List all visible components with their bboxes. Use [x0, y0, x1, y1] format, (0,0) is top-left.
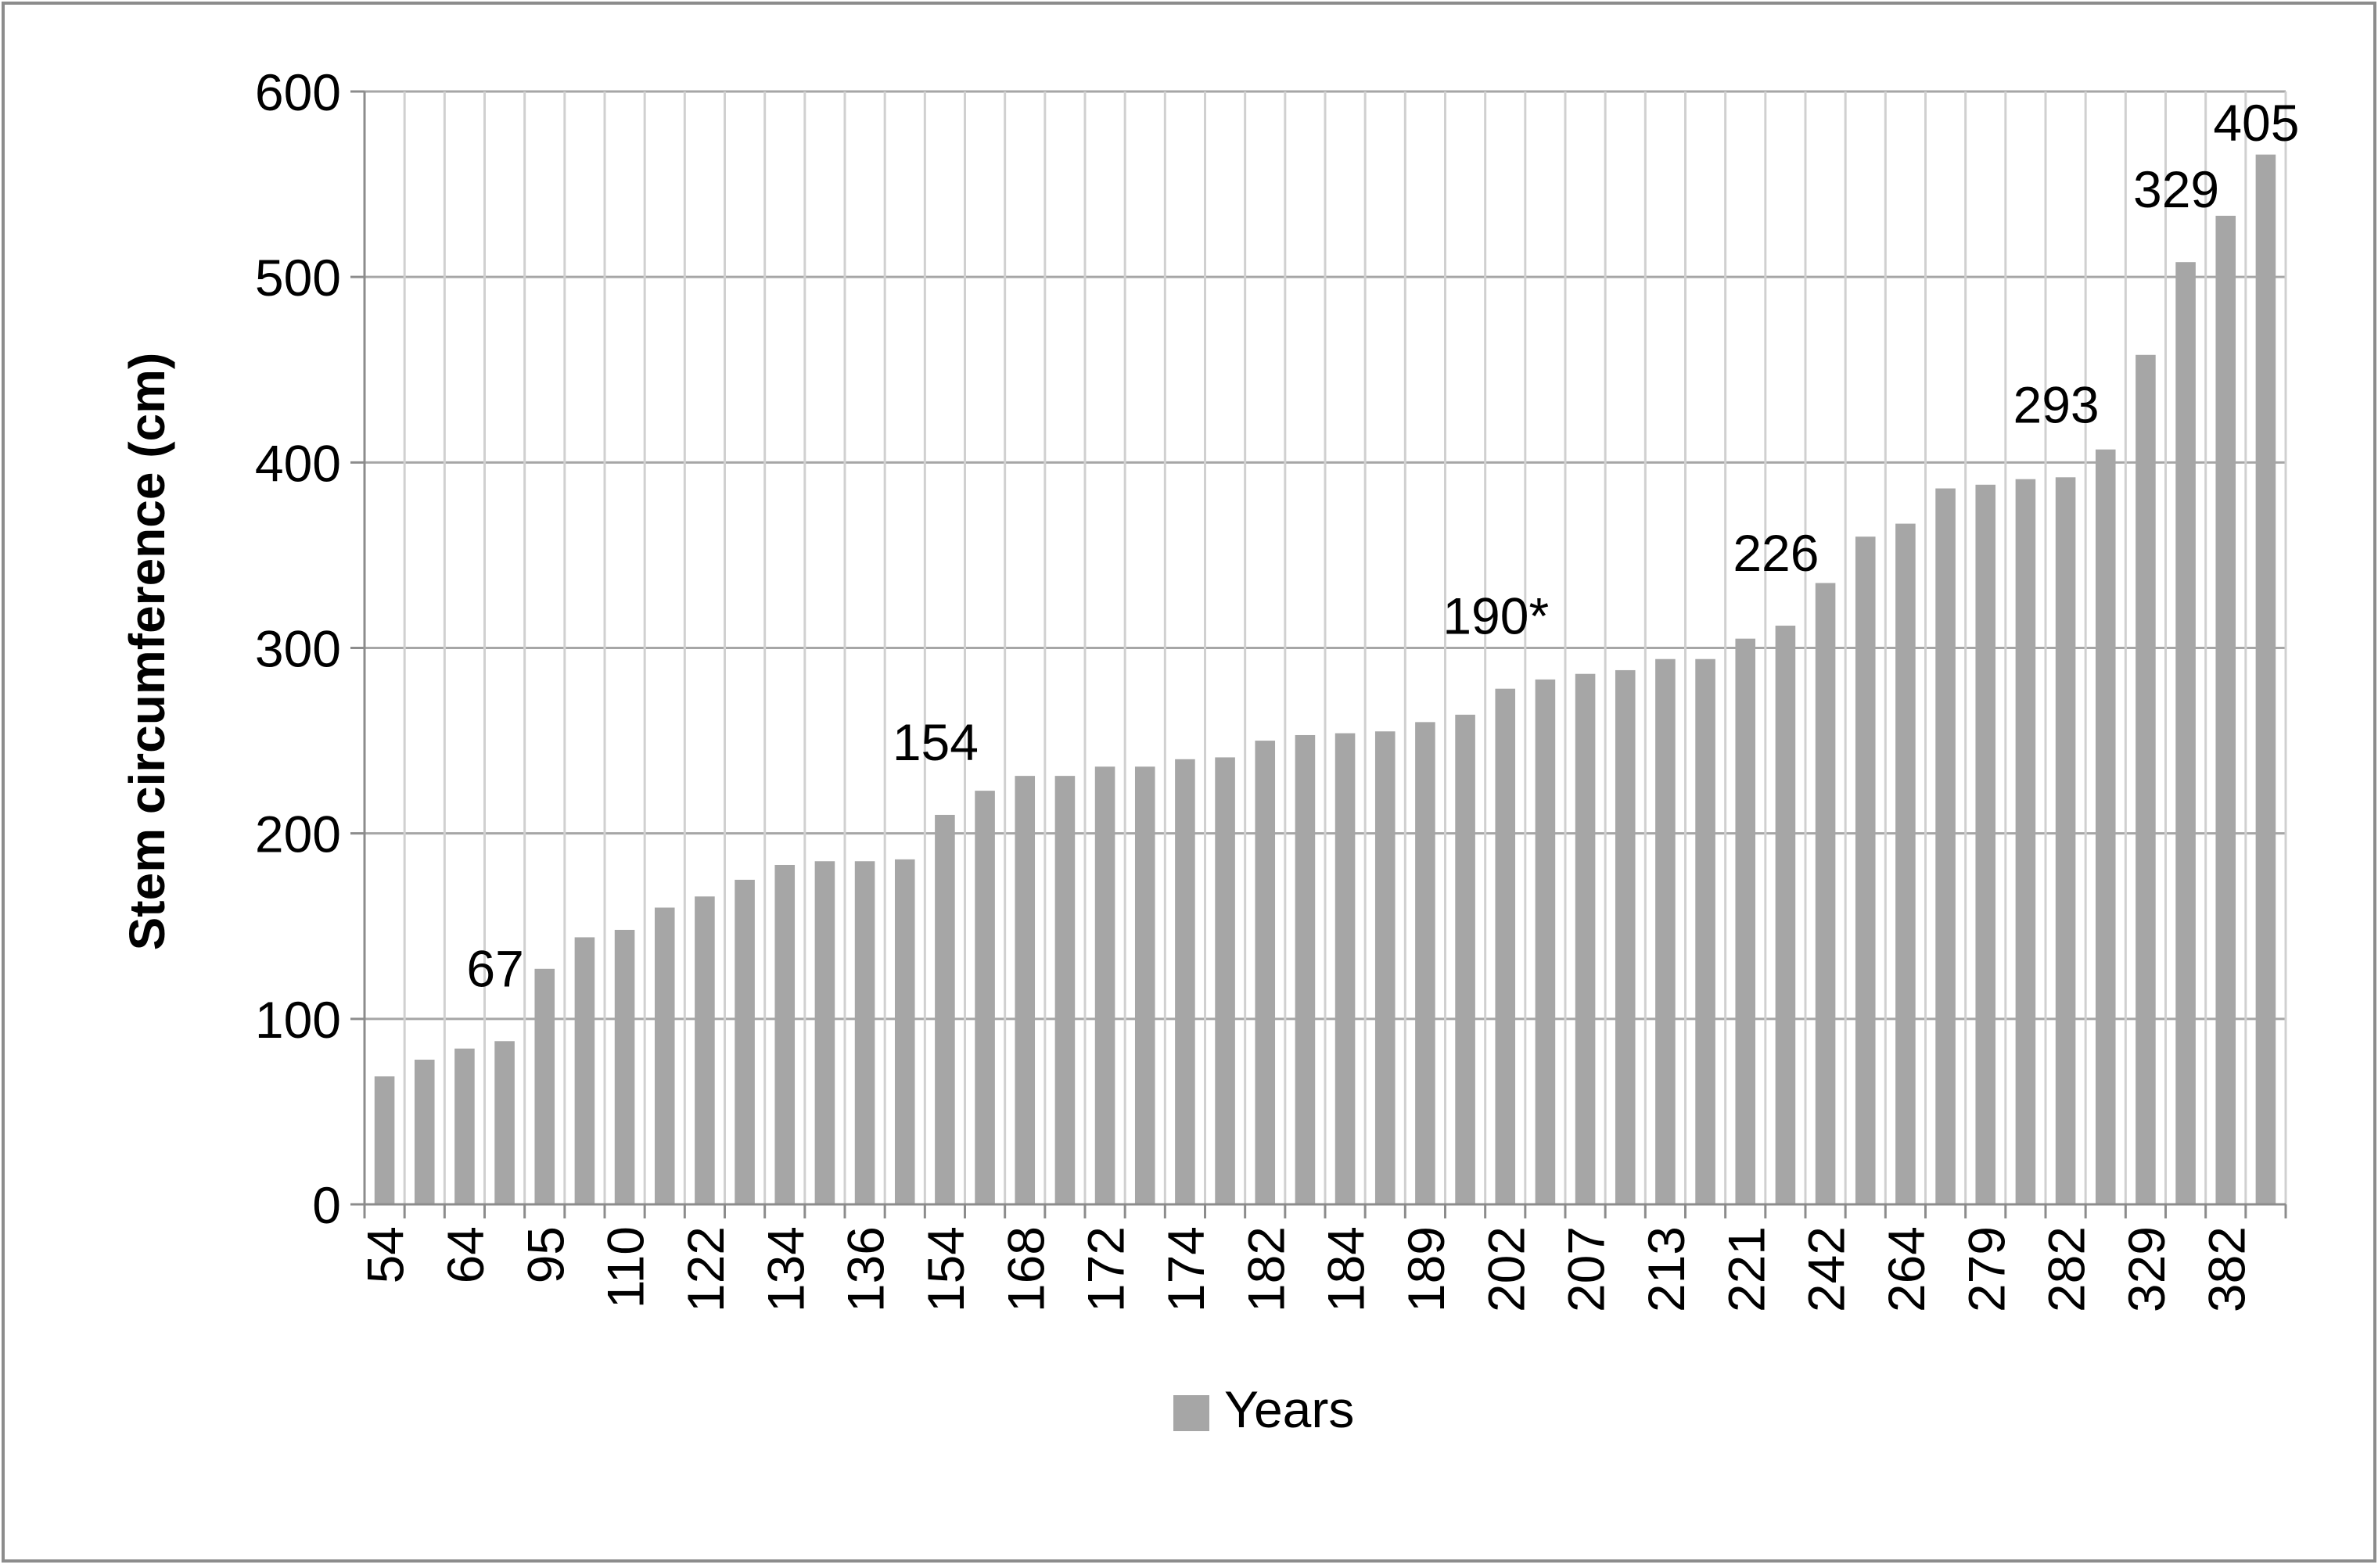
x-tick-label: 202: [1477, 1226, 1535, 1312]
bar: [1134, 766, 1155, 1204]
bar: [1775, 626, 1796, 1204]
annotation-label: 154: [893, 713, 979, 771]
annotation-label: 405: [2213, 94, 2299, 152]
bar: [854, 861, 875, 1204]
bar: [695, 896, 715, 1204]
axes: [350, 90, 2287, 1218]
legend-label: Years: [1224, 1380, 1354, 1438]
bar: [1935, 488, 1956, 1204]
bar: [1695, 658, 1715, 1204]
bar: [494, 1041, 515, 1204]
bar: [654, 907, 675, 1204]
x-tick-label: 110: [597, 1226, 655, 1308]
x-tick-label: 172: [1077, 1226, 1135, 1312]
annotation-label: 226: [1733, 524, 1819, 582]
bar: [2136, 354, 2156, 1205]
bar: [1415, 722, 1435, 1204]
x-tick-label: 154: [917, 1226, 975, 1312]
x-tick-label: 189: [1397, 1226, 1455, 1312]
y-tick-label: 500: [255, 249, 341, 307]
bar: [2255, 154, 2276, 1204]
bar: [894, 859, 915, 1204]
bar: [1815, 583, 1836, 1204]
bar: [374, 1076, 395, 1204]
bar: [1575, 673, 1596, 1204]
bar: [975, 791, 995, 1204]
bar: [1334, 733, 1356, 1204]
bar: [735, 879, 755, 1204]
x-tick-label: 382: [2197, 1226, 2255, 1312]
x-tick-label: 207: [1557, 1226, 1615, 1312]
bar: [1015, 776, 1036, 1204]
bar: [1855, 536, 1876, 1204]
x-tick-label: 168: [997, 1226, 1054, 1312]
x-tick-label: 279: [1957, 1226, 2015, 1312]
bar: [774, 864, 796, 1204]
y-tick-labels: 0 100 200 300 400 500 600: [255, 63, 341, 1234]
x-tick-label: 174: [1157, 1226, 1215, 1312]
x-tick-label: 134: [756, 1226, 814, 1312]
bar: [2015, 479, 2036, 1204]
x-tick-label: 64: [436, 1226, 494, 1283]
bars: [374, 154, 2276, 1205]
y-tick-label: 0: [312, 1176, 341, 1234]
bar: [1615, 669, 1636, 1204]
bar: [1975, 484, 1996, 1204]
x-tick-label: 264: [1877, 1226, 1935, 1312]
annotation-label: 293: [2013, 375, 2100, 433]
y-tick-label: 100: [255, 991, 341, 1049]
x-tick-label: 54: [357, 1226, 415, 1283]
legend: Years: [1173, 1380, 1354, 1438]
x-tick-label: 95: [516, 1226, 574, 1283]
bar: [1295, 734, 1316, 1204]
bar: [614, 929, 635, 1204]
legend-swatch: [1173, 1395, 1209, 1431]
bar: [574, 937, 595, 1204]
annotation-label: 67: [466, 939, 523, 997]
x-tick-label: 329: [2118, 1226, 2175, 1312]
bar: [534, 968, 555, 1204]
bar: [1655, 658, 1676, 1204]
bar: [1495, 688, 1516, 1204]
bar: [1374, 731, 1396, 1204]
gridlines: [365, 90, 2287, 1204]
bar: [1215, 757, 1235, 1204]
x-tick-label: 182: [1237, 1226, 1295, 1312]
bar: [2055, 477, 2076, 1204]
x-tick-labels: 54 64 95 110 122 134 136 154 168 172 174 182 184 189 2…: [357, 1226, 2256, 1312]
bar: [935, 814, 955, 1204]
bar: [1255, 741, 1276, 1204]
x-tick-label: 184: [1317, 1226, 1375, 1312]
annotation-label: 190*: [1442, 587, 1549, 645]
bar: [814, 861, 835, 1204]
bar: [1535, 679, 1556, 1204]
x-tick-label: 122: [677, 1226, 735, 1312]
bar: [1455, 714, 1475, 1204]
x-tick-label: 136: [837, 1226, 895, 1312]
annotations: 67 154 190* 226 293 329 405: [466, 94, 2299, 997]
bar: [414, 1060, 435, 1204]
bar: [2095, 449, 2116, 1204]
bar: [1054, 776, 1076, 1204]
annotation-label: 329: [2133, 160, 2219, 218]
x-tick-label: 221: [1717, 1226, 1775, 1312]
y-tick-label: 600: [255, 63, 341, 121]
bar: [2175, 262, 2196, 1204]
bar: [1175, 759, 1195, 1204]
y-axis-label: Stem circumference (cm): [119, 353, 175, 951]
x-tick-label: 282: [2038, 1226, 2096, 1312]
bar: [2215, 215, 2236, 1205]
bar: [454, 1048, 475, 1204]
bar: [1895, 523, 1916, 1204]
y-tick-label: 300: [255, 620, 341, 678]
x-tick-label: 213: [1637, 1226, 1695, 1312]
x-tick-label: 242: [1798, 1226, 1855, 1312]
bar: [1735, 638, 1756, 1204]
y-tick-label: 400: [255, 434, 341, 492]
bar: [1094, 766, 1115, 1204]
y-tick-label: 200: [255, 806, 341, 863]
